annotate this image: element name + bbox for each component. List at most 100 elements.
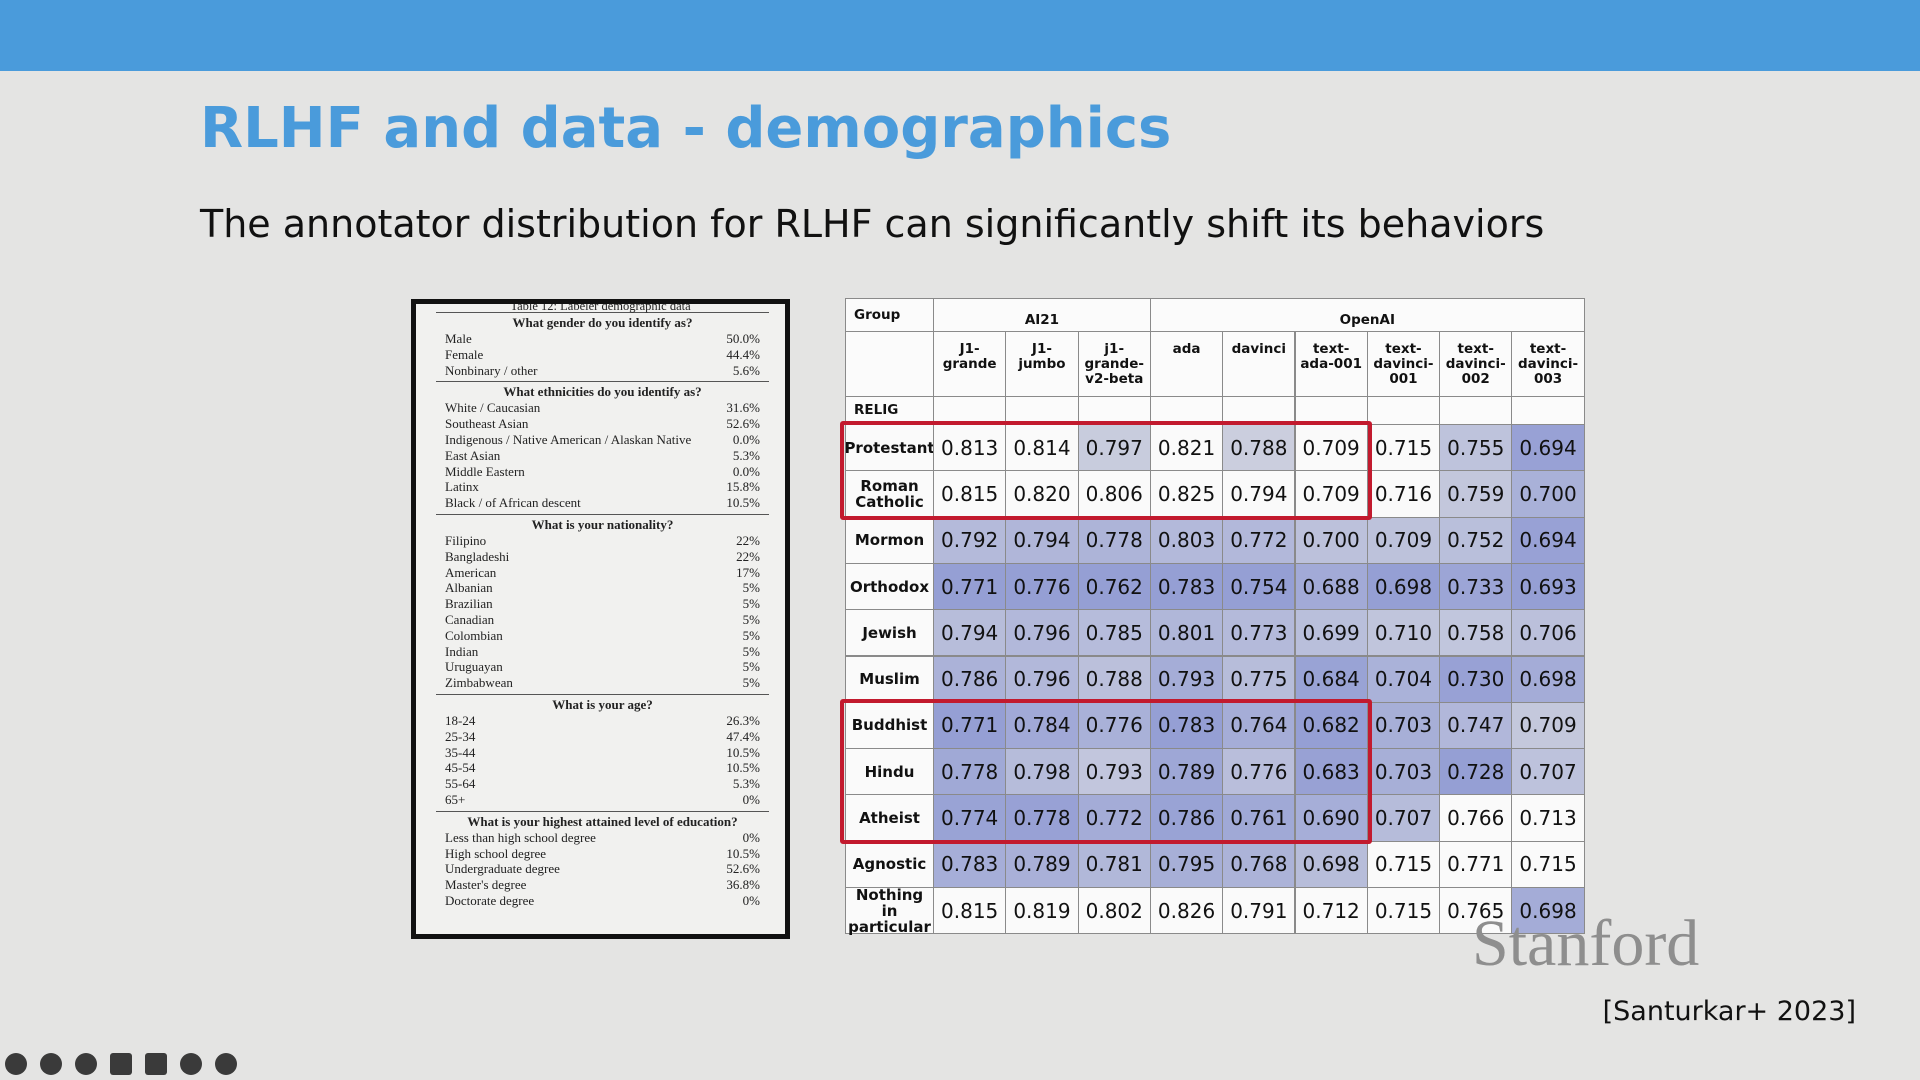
table-row: 65+ 0%	[436, 792, 769, 808]
row-percent: 5.6%	[732, 362, 760, 378]
row-percent: 5%	[742, 627, 760, 643]
score-cell: 0.819	[1005, 887, 1079, 935]
zoom-button[interactable]	[75, 1053, 97, 1075]
score-cell: 0.773	[1222, 609, 1296, 657]
row-percent: 47.4%	[726, 728, 760, 744]
row-percent: 5%	[742, 675, 760, 691]
row-label: Bangladeshi	[445, 548, 510, 564]
score-cell: 0.806	[1077, 470, 1151, 518]
score-cell: 0.699	[1294, 609, 1368, 657]
table-row: Male 50.0%	[436, 331, 769, 347]
group-label: Nothing in particular	[845, 887, 934, 935]
section-question: What ethnicities do you identify as?	[503, 384, 702, 400]
row-percent: 10.5%	[726, 744, 760, 760]
score-cell: 0.715	[1366, 840, 1441, 888]
table-row: East Asian 5.3%	[436, 448, 769, 464]
table-row: Latinx 15.8%	[436, 479, 769, 495]
table-row: Uruguayan 5%	[436, 659, 769, 675]
row-label: Middle Eastern	[445, 463, 525, 479]
table-row: Female 44.4%	[436, 347, 769, 363]
score-cell: 0.784	[1005, 701, 1079, 750]
blank-cell	[1149, 396, 1224, 425]
score-cell: 0.703	[1366, 701, 1441, 750]
table-row: Southeast Asian 52.6%	[436, 416, 769, 432]
row-percent: 36.8%	[726, 877, 760, 893]
score-cell: 0.715	[1366, 887, 1441, 935]
model-header: text-davinci-002	[1439, 331, 1513, 397]
row-percent: 10.5%	[726, 495, 760, 511]
score-cell: 0.700	[1511, 470, 1585, 518]
score-cell: 0.794	[1005, 516, 1079, 564]
table-row: High school degree 10.5%	[436, 846, 769, 862]
more-button[interactable]	[180, 1053, 202, 1075]
score-cell: 0.694	[1511, 516, 1585, 564]
back-button[interactable]	[5, 1053, 27, 1075]
table-row: 45-54 10.5%	[436, 760, 769, 776]
score-cell: 0.694	[1511, 424, 1585, 472]
row-percent: 50.0%	[726, 331, 760, 346]
score-cell: 0.789	[1005, 840, 1079, 888]
table-row: Colombian 5%	[436, 628, 769, 644]
slide-subtitle: The annotator distribution for RLHF can …	[200, 202, 1545, 246]
score-cell: 0.772	[1077, 794, 1151, 842]
table-row: Filipino 22%	[436, 533, 769, 549]
table-row: Brazilian 5%	[436, 596, 769, 612]
score-cell: 0.772	[1222, 516, 1296, 564]
score-cell: 0.703	[1366, 748, 1441, 796]
model-header: J1-grande	[933, 331, 1007, 397]
score-cell: 0.788	[1077, 655, 1151, 703]
row-percent: 0%	[742, 892, 760, 908]
top-bar	[0, 0, 1920, 71]
row-percent: 0%	[742, 829, 760, 845]
row-label: 45-54	[445, 760, 476, 776]
table-section: What is your highest attained level of e…	[436, 810, 769, 912]
table-row: Bangladeshi 22%	[436, 549, 769, 565]
score-cell: 0.774	[933, 794, 1007, 842]
score-cell: 0.783	[933, 840, 1007, 888]
score-cell: 0.795	[1149, 840, 1224, 888]
score-cell: 0.803	[1149, 516, 1224, 564]
row-percent: 0.0%	[732, 463, 760, 479]
section-question: What is your age?	[552, 696, 653, 712]
group-label: Atheist	[845, 794, 934, 842]
forward-button[interactable]	[215, 1053, 237, 1075]
score-cell: 0.789	[1149, 748, 1224, 796]
row-label: White / Caucasian	[445, 400, 541, 416]
score-cell: 0.771	[933, 701, 1007, 750]
row-percent: 5%	[742, 643, 760, 659]
row-percent: 5%	[742, 580, 760, 596]
table-caption: Table 12: Labeler demographic data	[510, 299, 691, 313]
model-header: text-ada-001	[1294, 331, 1368, 397]
score-cell: 0.793	[1149, 655, 1224, 703]
row-label: Indigenous / Native American / Alaskan N…	[445, 431, 692, 447]
score-cell: 0.707	[1511, 748, 1585, 796]
group-header: Group	[845, 298, 934, 332]
row-label: Black / of African descent	[445, 495, 581, 511]
pen-button[interactable]	[40, 1053, 62, 1075]
score-cell: 0.707	[1366, 794, 1441, 842]
table-row: Canadian 5%	[436, 612, 769, 628]
score-cell: 0.794	[1222, 470, 1296, 518]
score-cell: 0.698	[1366, 562, 1441, 611]
group-label: Hindu	[845, 748, 934, 796]
table-row: American 17%	[436, 565, 769, 581]
score-cell: 0.712	[1294, 887, 1368, 935]
captions-button[interactable]	[110, 1053, 132, 1075]
table-row: 18-24 26.3%	[436, 713, 769, 729]
row-label: 65+	[445, 791, 466, 807]
row-label: Filipino	[445, 532, 487, 548]
table-row: White / Caucasian 31.6%	[436, 400, 769, 416]
section-question: What is your highest attained level of e…	[467, 813, 738, 829]
group-label: Orthodox	[845, 562, 934, 611]
row-percent: 5.3%	[732, 447, 760, 463]
row-percent: 0%	[742, 791, 760, 807]
row-percent: 44.4%	[726, 346, 760, 362]
model-header: davinci	[1222, 331, 1296, 397]
table-row: Indian 5%	[436, 644, 769, 660]
score-cell: 0.771	[1439, 840, 1513, 888]
row-percent: 17%	[736, 564, 760, 580]
table-row: Master's degree 36.8%	[436, 877, 769, 893]
video-button[interactable]	[145, 1053, 167, 1075]
blank-cell	[845, 331, 934, 397]
group-label: Muslim	[845, 655, 934, 703]
